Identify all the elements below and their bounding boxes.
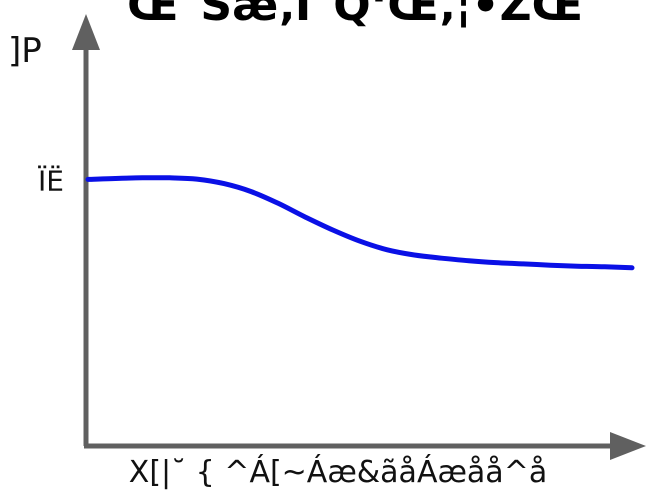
x-axis-label: X[|˘ { ^Á[~Áæ&ãåÁæåå^å (129, 454, 547, 490)
y-tick-label: ÏË (38, 164, 64, 197)
series-layer (85, 175, 635, 271)
chart-title: Œ˜Šæ‚Ì˜Q‘Œ‚¦•ŽŒ (127, 0, 583, 31)
y-axis-label: ]P (8, 31, 42, 71)
y-axis-arrow (72, 14, 100, 50)
series-line-0 (85, 175, 635, 271)
x-axis-arrow (610, 432, 646, 460)
